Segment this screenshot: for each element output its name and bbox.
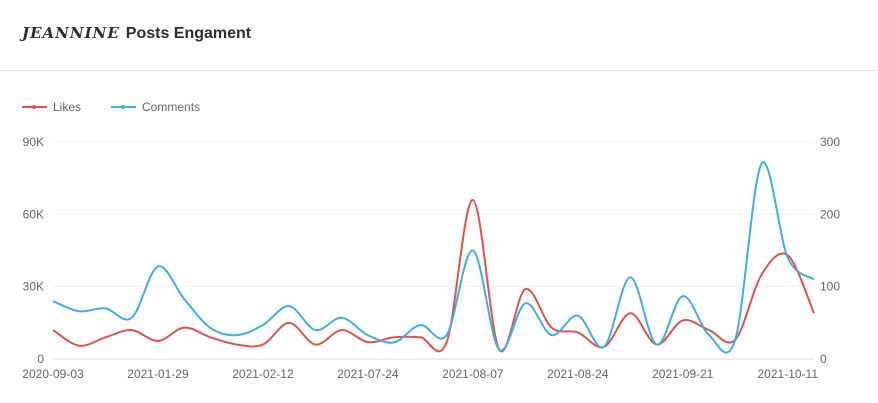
legend-item-comments[interactable]: Comments <box>111 100 200 114</box>
legend: Likes Comments <box>22 100 200 114</box>
legend-item-likes[interactable]: Likes <box>22 100 81 114</box>
x-axis-tick: 2021-09-21 <box>652 367 714 381</box>
legend-label: Likes <box>53 100 82 114</box>
title-text: Posts Engament <box>125 25 252 42</box>
left-axis-tick: 60K <box>23 207 44 221</box>
x-axis-tick: 2021-02-12 <box>232 367 294 381</box>
right-axis-tick: 100 <box>820 280 840 294</box>
x-axis-tick: 2021-01-29 <box>127 367 189 381</box>
likes-line-icon <box>22 105 47 109</box>
right-axis-tick: 300 <box>820 135 840 149</box>
x-axis-tick: 2021-08-07 <box>442 367 504 381</box>
x-axis-tick: 2020-09-03 <box>22 367 84 381</box>
legend-label: Comments <box>142 100 201 114</box>
left-axis-tick: 90K <box>23 135 44 149</box>
x-axis-tick: 2021-08-24 <box>547 367 609 381</box>
left-axis-tick: 30K <box>23 280 44 294</box>
series-line-comments <box>52 161 815 354</box>
brand-name: JEANNINE <box>22 24 120 42</box>
card-header: JEANNINE Posts Engament <box>0 0 878 71</box>
x-axis-tick: 2021-10-11 <box>758 367 819 381</box>
right-axis-tick: 0 <box>820 352 827 366</box>
comments-line-icon <box>111 105 137 109</box>
series-line-likes <box>52 198 815 353</box>
left-axis-tick: 0 <box>37 352 44 366</box>
chart-title: JEANNINE Posts Engament <box>22 24 251 43</box>
x-axis-tick: 2021-07-24 <box>337 367 399 381</box>
right-axis-tick: 200 <box>820 207 840 221</box>
